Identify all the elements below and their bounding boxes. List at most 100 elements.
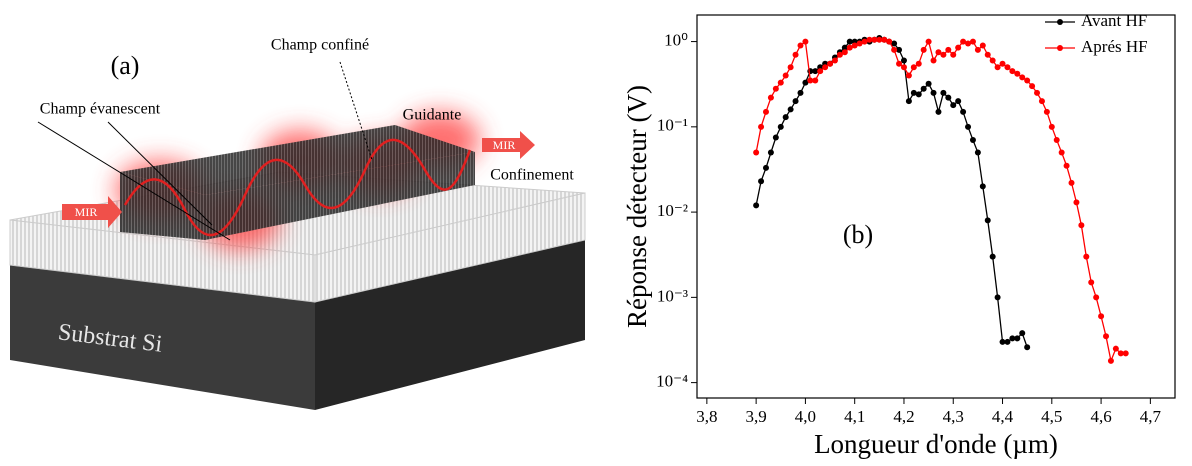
point — [822, 64, 829, 71]
mir-arrow-out — [482, 131, 535, 159]
point — [861, 38, 868, 45]
point — [920, 46, 927, 53]
chart: 3,8 3,9 4,0 4,1 4,2 4,3 4,4 4,5 4,6 4,7 10⁻⁴ 10⁻³ 10… — [622, 11, 1176, 459]
point — [905, 72, 912, 79]
point — [920, 85, 927, 92]
plot-frame — [696, 14, 1176, 399]
point — [797, 89, 804, 96]
x-tick-label: 4,4 — [992, 407, 1014, 426]
point — [1019, 74, 1026, 81]
point — [945, 94, 952, 101]
point — [900, 57, 907, 64]
label: Confinement — [490, 167, 574, 184]
point — [930, 89, 937, 96]
point — [905, 98, 912, 105]
point — [999, 60, 1006, 67]
point — [1014, 70, 1021, 77]
point — [1068, 179, 1075, 186]
point — [827, 60, 834, 67]
point — [969, 38, 976, 45]
point — [881, 36, 888, 43]
series-line — [755, 39, 1126, 364]
point — [817, 68, 824, 75]
point — [950, 102, 957, 109]
point — [772, 134, 779, 141]
point — [1014, 335, 1021, 342]
y-axis-label: Réponse détecteur (V) — [622, 85, 652, 328]
point — [896, 60, 903, 67]
point — [1103, 333, 1110, 340]
legend-marker — [1057, 19, 1063, 25]
label: Champ confiné — [271, 37, 369, 54]
point — [802, 38, 809, 45]
point — [910, 89, 917, 96]
point — [935, 108, 942, 115]
y-tick-label: 10⁻³ — [657, 286, 688, 305]
point — [1112, 345, 1119, 352]
substrate-side — [315, 240, 585, 410]
pointer — [339, 61, 373, 161]
point — [876, 36, 883, 43]
point — [974, 46, 981, 53]
point — [802, 79, 809, 86]
point — [762, 164, 769, 171]
point — [758, 123, 765, 130]
point — [866, 36, 873, 43]
x-axis-label: Longueur d'onde (µm) — [814, 429, 1058, 459]
point — [999, 338, 1006, 345]
wave — [123, 138, 472, 237]
point — [891, 46, 898, 53]
x-tick-label: 3,8 — [696, 407, 717, 426]
pointer — [107, 121, 213, 226]
diagram: (a) Champ confiné Guidante Champ évanesc… — [9, 37, 586, 410]
point — [960, 38, 967, 45]
x-tick-label: 3,9 — [746, 407, 767, 426]
y-tick-label: 10⁻² — [657, 201, 688, 220]
point — [979, 42, 986, 49]
point — [1088, 279, 1095, 286]
x-tick-label: 4,7 — [1140, 407, 1162, 426]
point — [965, 123, 972, 130]
legend-marker — [1057, 45, 1063, 51]
point — [989, 253, 996, 260]
point — [856, 40, 863, 47]
y-tick-label: 10⁻⁴ — [656, 372, 688, 391]
point — [792, 98, 799, 105]
point — [1038, 98, 1045, 105]
point — [930, 57, 937, 64]
point — [891, 40, 898, 47]
x-tick-label: 4,1 — [844, 407, 865, 426]
annotation: (b) — [843, 220, 873, 249]
point — [1029, 83, 1036, 90]
point — [792, 51, 799, 58]
point — [753, 149, 760, 156]
label: Guidante — [403, 107, 462, 124]
series-line — [755, 37, 1028, 348]
point — [1009, 68, 1016, 75]
substrate-front — [10, 265, 315, 410]
point — [1117, 350, 1124, 357]
point — [955, 44, 962, 51]
point — [1098, 313, 1105, 320]
point — [1024, 77, 1031, 84]
point — [812, 68, 819, 75]
point — [807, 77, 814, 84]
x-tick-label: 4,5 — [1041, 407, 1062, 426]
point — [831, 57, 838, 64]
point — [812, 77, 819, 84]
legend-label: Aprés HF — [1081, 37, 1148, 56]
point — [945, 46, 952, 53]
point — [994, 294, 1001, 301]
point — [1004, 338, 1011, 345]
point — [1048, 123, 1055, 130]
point — [974, 149, 981, 156]
point — [965, 40, 972, 47]
point — [753, 202, 760, 209]
x-tick-label: 4,0 — [795, 407, 816, 426]
point — [925, 80, 932, 87]
point — [1063, 162, 1070, 169]
point — [787, 64, 794, 71]
point — [841, 49, 848, 56]
layer-side — [314, 192, 586, 303]
point — [955, 98, 962, 105]
